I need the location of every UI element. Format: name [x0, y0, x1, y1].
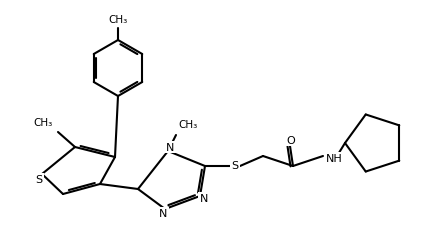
Text: N: N: [159, 208, 167, 218]
Text: CH₃: CH₃: [178, 119, 197, 129]
Text: O: O: [286, 135, 295, 145]
Text: CH₃: CH₃: [109, 14, 128, 24]
Text: NH: NH: [326, 153, 343, 163]
Text: CH₃: CH₃: [109, 15, 128, 25]
Text: S: S: [35, 174, 43, 184]
Text: S: S: [232, 160, 238, 170]
Text: CH₃: CH₃: [34, 118, 53, 128]
Text: N: N: [166, 142, 174, 152]
Text: N: N: [200, 193, 208, 203]
